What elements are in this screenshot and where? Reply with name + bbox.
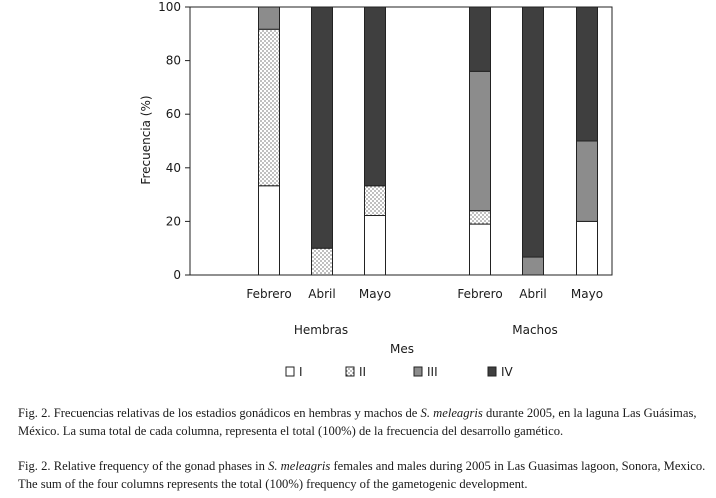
figure-caption-english: Fig. 2. Relative frequency of the gonad …	[18, 459, 706, 491]
legend-label: IV	[501, 365, 514, 379]
bar-segment	[311, 6, 333, 249]
y-tick-label: 60	[166, 107, 181, 121]
x-axis-label: Mes	[390, 342, 414, 356]
bar-segment	[258, 6, 280, 30]
bar-segment	[576, 220, 598, 276]
bar-segment	[469, 70, 491, 212]
bar-segment	[364, 6, 386, 187]
bar-segment	[469, 210, 491, 225]
y-tick-label: 40	[166, 161, 181, 175]
bar-segment	[469, 223, 491, 276]
bar-segment	[522, 256, 544, 276]
x-tick-label: Mayo	[571, 287, 603, 301]
y-axis-label: Frecuencia (%)	[139, 95, 153, 184]
bar-segment	[311, 247, 333, 276]
bar-segment	[258, 28, 280, 187]
legend: I II III IV	[285, 365, 514, 379]
bar-segment	[364, 185, 386, 217]
y-tick-label: 100	[158, 0, 181, 14]
group-label-hembras: Hembras	[294, 323, 348, 337]
x-tick-label: Abril	[308, 287, 335, 301]
legend-label: II	[359, 365, 366, 379]
species-name: S. meleagris	[420, 406, 483, 420]
species-name: S. meleagris	[268, 459, 331, 473]
y-tick-label: 20	[166, 214, 181, 228]
legend-swatch	[345, 366, 355, 377]
bar-segment	[576, 6, 598, 142]
stacked-bar-chart: 0 20 40 60 80 100 Febrero Abril Mayo Febrero Abril…	[139, 0, 613, 379]
x-tick-label: Mayo	[359, 287, 391, 301]
x-tick-label: Febrero	[457, 287, 502, 301]
y-tick-label: 0	[173, 268, 181, 282]
legend-swatch	[285, 366, 295, 377]
y-tick-label: 80	[166, 54, 181, 68]
legend-label: I	[299, 365, 303, 379]
legend-swatch	[413, 366, 423, 377]
bar-segment	[258, 185, 280, 276]
group-label-machos: Machos	[512, 323, 558, 337]
bar-segment	[469, 6, 491, 72]
bar-segment	[576, 140, 598, 222]
legend-label: III	[427, 365, 438, 379]
bar-segment	[364, 215, 386, 276]
x-tick-label: Abril	[519, 287, 546, 301]
legend-swatch	[487, 366, 497, 377]
x-tick-label: Febrero	[246, 287, 291, 301]
bar-segment	[522, 6, 544, 258]
figure-caption-spanish: Fig. 2. Frecuencias relativas de los est…	[18, 406, 697, 438]
plot-frame	[189, 6, 613, 276]
